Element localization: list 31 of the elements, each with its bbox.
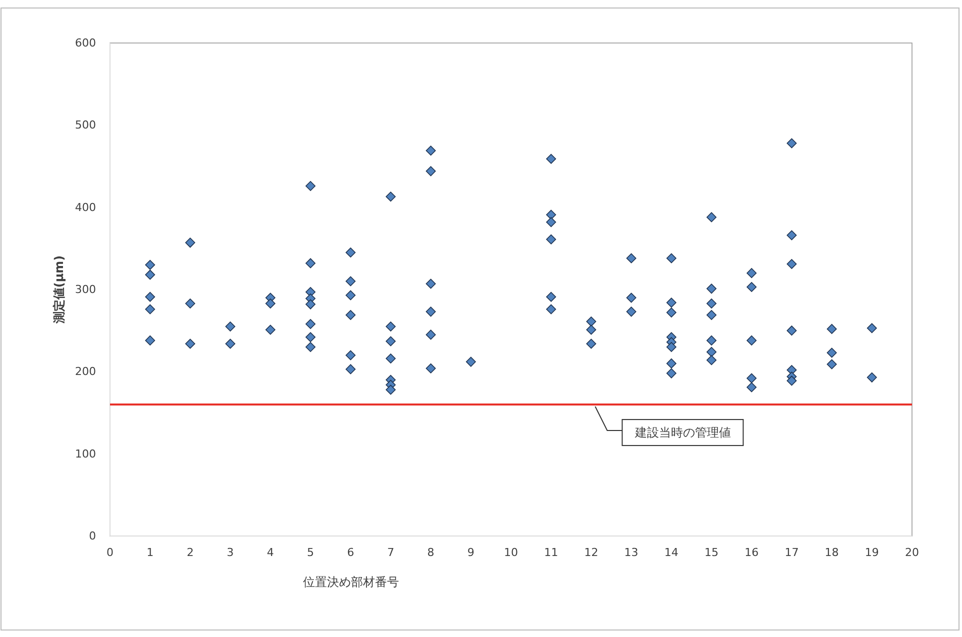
x-tick-label: 3: [226, 546, 234, 559]
x-axis-title: 位置決め部材番号: [303, 575, 399, 589]
y-axis-title: 測定値(μm): [52, 255, 66, 325]
x-tick-label: 5: [307, 546, 314, 559]
x-tick-label: 19: [864, 546, 879, 559]
x-tick-label: 6: [347, 546, 354, 559]
y-tick-label: 0: [89, 530, 96, 543]
y-tick-label: 200: [75, 365, 96, 378]
x-tick-label: 18: [824, 546, 839, 559]
x-tick-label: 1: [146, 546, 154, 559]
x-tick-label: 17: [784, 546, 799, 559]
x-tick-label: 12: [584, 546, 598, 559]
x-tick-label: 7: [387, 546, 394, 559]
y-tick-label: 300: [75, 283, 96, 296]
ref-line-label: 建設当時の管理値: [634, 426, 732, 440]
y-tick-label: 600: [75, 36, 96, 50]
x-tick-label: 2: [186, 546, 194, 559]
y-tick-label: 500: [75, 118, 96, 132]
x-tick-label: 20: [905, 546, 919, 559]
x-tick-label: 14: [664, 546, 678, 559]
y-tick-label: 100: [75, 447, 96, 460]
x-tick-label: 15: [704, 546, 718, 559]
x-tick-label: 0: [106, 546, 114, 559]
x-tick-label: 9: [467, 546, 474, 559]
x-tick-label: 8: [427, 546, 434, 559]
y-tick-label: 400: [75, 200, 96, 214]
x-tick-label: 11: [544, 546, 558, 559]
x-tick-label: 10: [504, 546, 518, 559]
x-tick-label: 13: [624, 546, 638, 559]
x-tick-label: 16: [744, 546, 759, 559]
x-tick-label: 4: [266, 546, 274, 559]
